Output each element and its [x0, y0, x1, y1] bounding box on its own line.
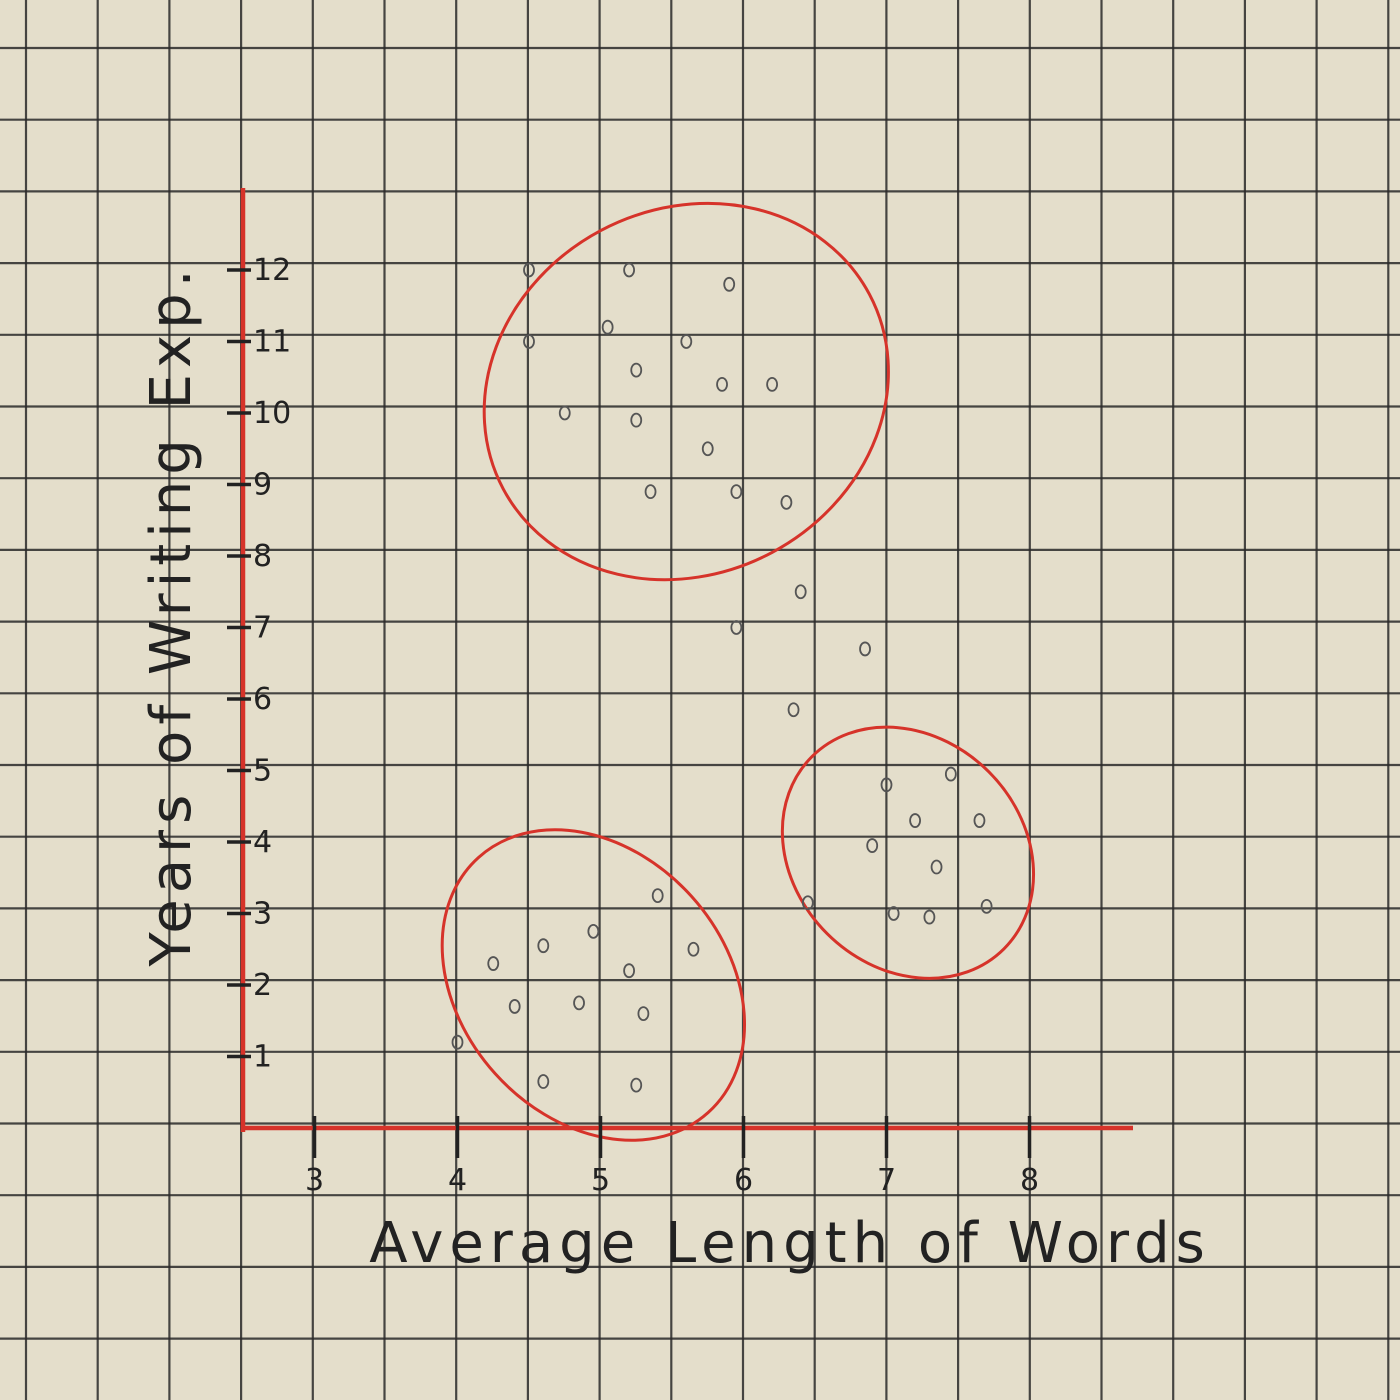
- data-point: [631, 414, 641, 427]
- y-tick-label: 12: [253, 253, 291, 288]
- data-point: [932, 861, 942, 874]
- data-point: [946, 768, 956, 781]
- data-point: [767, 378, 777, 391]
- data-point: [638, 1007, 648, 1020]
- data-point: [560, 407, 570, 420]
- data-point: [453, 1036, 463, 1049]
- cluster-outline: [731, 676, 1085, 1030]
- x-tick-label: 5: [591, 1163, 610, 1198]
- y-tick-label: 7: [253, 611, 272, 646]
- data-point: [860, 642, 870, 655]
- data-point: [510, 1000, 520, 1013]
- data-point: [974, 814, 984, 827]
- cluster-outline: [418, 133, 955, 650]
- data-point: [488, 957, 498, 970]
- x-tick-label: 4: [448, 1163, 467, 1198]
- x-axis-title: Average Length of Words: [369, 1211, 1211, 1276]
- data-point: [724, 278, 734, 291]
- data-point: [731, 621, 741, 634]
- data-point: [867, 839, 877, 852]
- data-point: [982, 900, 992, 913]
- data-point: [910, 814, 920, 827]
- data-point: [653, 889, 663, 902]
- y-tick-label: 11: [253, 325, 291, 360]
- x-tick-label: 8: [1020, 1163, 1039, 1198]
- y-tick-label: 5: [253, 754, 272, 789]
- data-point: [789, 703, 799, 716]
- y-tick-label: 4: [253, 825, 272, 860]
- data-points: [453, 264, 992, 1092]
- data-point: [717, 378, 727, 391]
- data-point: [646, 485, 656, 498]
- data-point: [924, 911, 934, 924]
- y-tick-label: 10: [253, 396, 291, 431]
- y-tick-label: 3: [253, 897, 272, 932]
- y-tick-label: 1: [253, 1040, 272, 1075]
- axes: [227, 188, 1133, 1158]
- x-tick-label: 7: [877, 1163, 896, 1198]
- data-point: [574, 996, 584, 1009]
- data-point: [731, 485, 741, 498]
- y-tick-label: 6: [253, 682, 272, 717]
- data-point: [603, 321, 613, 334]
- data-point: [538, 939, 548, 952]
- data-point: [703, 442, 713, 455]
- data-point: [538, 1075, 548, 1088]
- data-point: [624, 964, 634, 977]
- data-point: [631, 1079, 641, 1092]
- y-axis-title: Years of Writing Exp.: [139, 264, 204, 968]
- cluster-outlines: [380, 133, 1085, 1201]
- x-tick-label: 3: [305, 1163, 324, 1198]
- y-tick-label: 8: [253, 539, 272, 574]
- x-tick-label: 6: [734, 1163, 753, 1198]
- data-point: [681, 335, 691, 348]
- data-point: [688, 943, 698, 956]
- data-point: [588, 925, 598, 938]
- y-tick-label: 9: [253, 468, 272, 503]
- y-tick-label: 2: [253, 968, 272, 1003]
- data-point: [796, 585, 806, 598]
- data-point: [781, 496, 791, 509]
- data-point: [631, 364, 641, 377]
- data-point: [624, 264, 634, 277]
